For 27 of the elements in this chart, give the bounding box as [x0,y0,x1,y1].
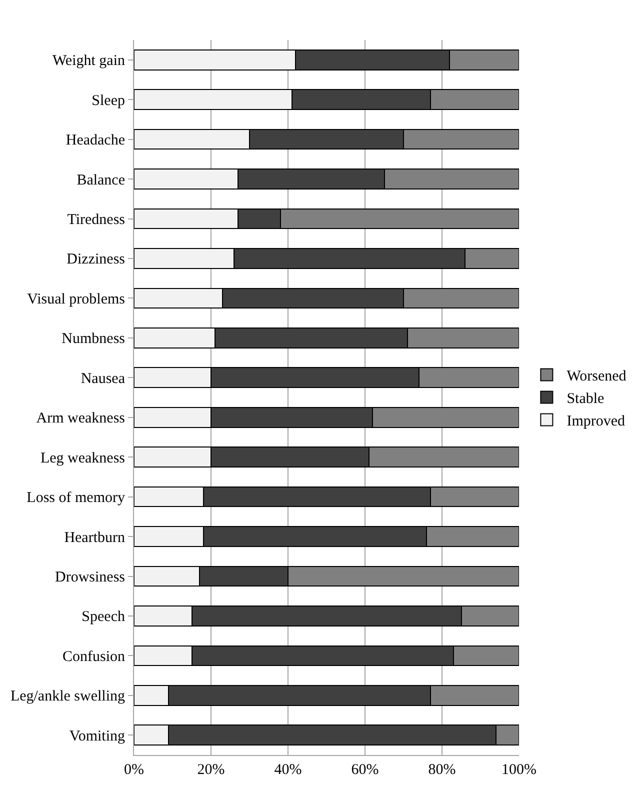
y-tick-label: Headache [66,132,126,149]
y-tick-label: Vomiting [69,728,126,744]
y-tick-label: Heartburn [64,530,126,546]
y-tick-label: Leg weakness [40,450,126,466]
x-tick-label: 40% [274,762,302,778]
y-tick-label: Loss of memory [26,490,126,506]
y-tick-label: Confusion [62,648,126,665]
legend-label: Worsened [566,368,627,385]
y-tick-label: Balance [76,172,126,188]
y-tick-label: Arm weakness [36,410,126,427]
y-tick-label: Speech [82,609,126,626]
y-tick-label: Leg/ankle swelling [10,688,126,705]
y-tick-label: Sleep [92,92,125,109]
x-tick-label: 0% [124,762,144,778]
y-tick-label: Visual problems [27,291,126,308]
y-tick-label: Numbness [62,331,126,348]
y-tick-label: Dizziness [66,252,126,268]
y-tick-label: Weight gain [52,53,126,70]
legend-label: Improved [566,414,626,430]
x-tick-label: 20% [197,762,225,778]
x-tick-label: 80% [428,762,456,778]
x-tick-label: 100% [502,762,536,778]
legend-label: Stable [566,391,605,408]
y-tick-label: Tiredness [67,212,126,228]
x-tick-label: 60% [351,762,379,778]
y-tick-label: Nausea [80,370,126,387]
y-tick-label: Drowsiness [55,570,126,586]
